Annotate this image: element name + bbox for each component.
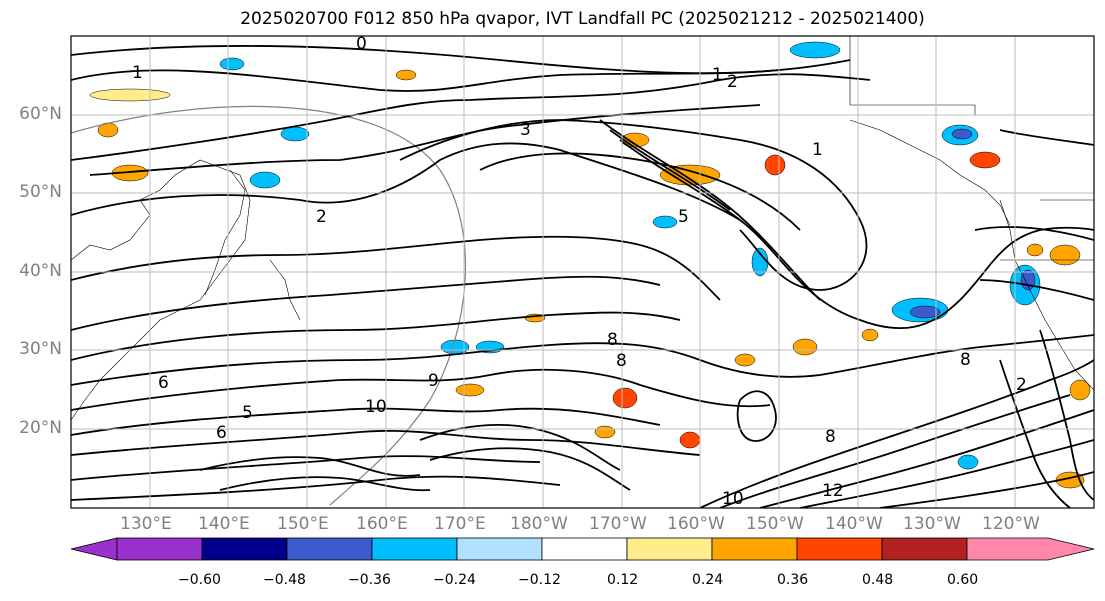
anomaly-patch [1049, 244, 1081, 266]
colorbar-segment [201, 537, 288, 561]
landfall-radius-arc [71, 105, 467, 506]
contour-label: 3 [520, 120, 531, 140]
anomaly-patch [89, 88, 171, 102]
contour-label: 12 [822, 481, 844, 501]
contour-label: 10 [722, 489, 744, 509]
contour-label: 2 [1016, 375, 1027, 395]
colorbar-segment [796, 537, 883, 561]
colorbar-extend-low [70, 537, 118, 561]
colorbar-tick-label: −0.60 [178, 572, 221, 588]
colorbar-tick-label: 0.12 [607, 572, 639, 588]
ivt-contours [71, 45, 1094, 508]
lon-label: 160°W [667, 514, 725, 534]
contour-label: 8 [960, 350, 971, 370]
contour-label: 8 [616, 351, 627, 371]
colorbar-tick-label: −0.12 [518, 572, 561, 588]
contour-label: 8 [825, 427, 836, 447]
anomaly-patch [440, 339, 470, 355]
colorbar-tick-label: −0.48 [263, 572, 306, 588]
lat-label: 60°N [19, 104, 62, 124]
lon-label: 170°E [434, 514, 486, 534]
anomaly-patch [764, 154, 786, 176]
lon-label: 170°W [589, 514, 647, 534]
anomaly-patch [789, 41, 841, 59]
contour-label: 1 [712, 65, 723, 85]
lon-label: 160°E [356, 514, 408, 534]
lat-label: 20°N [19, 418, 62, 438]
anomaly-patch [957, 454, 979, 470]
anomaly-patch [1020, 269, 1036, 291]
lon-label: 140°W [825, 514, 883, 534]
anomaly-patch [594, 425, 616, 439]
contour-label: 6 [158, 373, 169, 393]
contour-label: 2 [316, 207, 327, 227]
contour-labels: 0 1 2 3 2 5 1 6 5 6 8 8 9 10 8 12 10 2 8… [132, 34, 1027, 509]
lat-label: 30°N [19, 339, 62, 359]
colorbar-segment [711, 537, 798, 561]
anomaly-patch [969, 151, 1001, 169]
colorbar-segment [116, 537, 203, 561]
anomaly-patch [652, 215, 678, 229]
contour-label: 5 [242, 403, 253, 423]
lon-label: 140°E [198, 514, 250, 534]
map-frame [70, 35, 1095, 509]
contour-label: 2 [727, 72, 738, 92]
contour-label: 0 [356, 34, 367, 54]
colorbar-tick-label: −0.36 [348, 572, 391, 588]
lon-label: 130°W [903, 514, 961, 534]
anomaly-patch [612, 387, 638, 409]
anomaly-patch [280, 126, 310, 142]
colorbar-tick-label: 0.36 [777, 572, 809, 588]
anomaly-patch [909, 305, 941, 319]
colorbar-tick-label: 0.60 [947, 572, 979, 588]
lat-label: 50°N [19, 182, 62, 202]
lon-label: 180°W [510, 514, 568, 534]
anomaly-patch [861, 328, 879, 342]
anomaly-patch [219, 57, 245, 71]
contour-label: 6 [216, 423, 227, 443]
colorbar-extend-high [966, 537, 1095, 561]
lon-label: 150°W [746, 514, 804, 534]
colorbar-tick-label: 0.48 [862, 572, 894, 588]
lon-label: 120°W [982, 514, 1040, 534]
anomaly-patch [395, 69, 417, 81]
colorbar-segment [881, 537, 968, 561]
anomaly-patch [1026, 243, 1044, 257]
anomaly-patch [1069, 379, 1091, 401]
contour-label: 8 [607, 330, 618, 350]
lon-label: 150°E [277, 514, 329, 534]
contour-label: 1 [812, 140, 823, 160]
colorbar-segment [626, 537, 713, 561]
lat-label: 40°N [19, 261, 62, 281]
anomaly-patch [249, 171, 281, 189]
anomaly-patch [679, 431, 701, 449]
colorbar-tick-label: 0.24 [692, 572, 724, 588]
figure-title: 2025020700 F012 850 hPa qvapor, IVT Land… [240, 9, 925, 29]
anomaly-patch [734, 353, 756, 367]
colorbar-segment [456, 537, 543, 561]
contour-label: 1 [132, 63, 143, 83]
contour-label: 9 [428, 371, 439, 391]
colorbar [70, 537, 1095, 561]
contour-label: 5 [678, 207, 689, 227]
contour-label: 10 [365, 397, 387, 417]
colorbar-tick-label: −0.24 [433, 572, 476, 588]
colorbar-segment [541, 537, 628, 561]
graticule [71, 36, 1094, 508]
anomaly-patch [951, 128, 973, 140]
anomaly-patch [455, 383, 485, 397]
colorbar-segment [286, 537, 373, 561]
colorbar-segment [371, 537, 458, 561]
lon-label: 130°E [120, 514, 172, 534]
anomaly-patch [792, 338, 818, 356]
coastlines [71, 36, 1094, 421]
